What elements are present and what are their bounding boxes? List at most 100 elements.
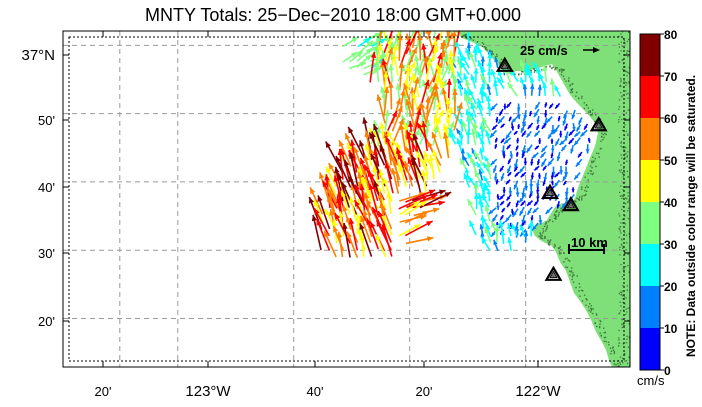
current-vector-head [410, 61, 416, 69]
current-vector-head [544, 113, 548, 118]
current-vector-head [405, 33, 411, 40]
current-vector-head [433, 125, 439, 133]
current-vector-head [528, 220, 535, 227]
current-vector-head [362, 209, 369, 217]
current-vector-head [454, 114, 460, 120]
current-vector-head [403, 83, 409, 90]
current-vector-head [404, 119, 411, 127]
current-vector-head [507, 203, 511, 208]
current-vector-head [527, 124, 532, 129]
current-vector-head [561, 146, 566, 152]
colorbar-swatch [640, 160, 660, 202]
current-vector-head [432, 149, 438, 157]
lat-label: 40' [38, 180, 55, 195]
current-vector-head [541, 147, 546, 153]
current-vector-head [578, 120, 582, 125]
current-vector-head [547, 161, 552, 166]
current-vector-head [380, 50, 387, 57]
current-vector-head [324, 174, 330, 181]
current-vector-head [333, 226, 339, 233]
current-vector-head [529, 184, 534, 189]
current-vector-head [542, 181, 546, 186]
current-vector-head [487, 49, 493, 55]
current-vector-head [379, 122, 386, 129]
current-vector-head [554, 85, 560, 91]
current-vector-head [435, 74, 441, 81]
lon-label: 122°W [515, 383, 561, 400]
current-vector-head [578, 153, 582, 158]
current-vector-head [456, 128, 461, 134]
current-vector-head [442, 132, 449, 139]
current-vector-head [476, 161, 482, 168]
current-vector-head [324, 230, 330, 238]
map-frame [62, 30, 631, 368]
triangle-station-icon [561, 195, 580, 212]
current-vector-head [506, 180, 510, 185]
current-vector-head [414, 31, 420, 34]
current-vector-head [490, 160, 495, 165]
current-vector-head [405, 146, 411, 154]
current-vector-head [536, 183, 540, 188]
current-vector-head [480, 84, 485, 90]
current-vector-head [420, 24, 425, 31]
current-vector-head [432, 207, 440, 213]
current-vector-head [454, 40, 460, 48]
current-vector-head [365, 54, 372, 61]
current-vector-head [416, 108, 422, 116]
current-vector-head [542, 82, 548, 88]
current-vector-head [456, 137, 462, 145]
current-vector-head [485, 224, 491, 231]
current-vector-head [486, 84, 491, 90]
current-vector-head [565, 161, 569, 166]
current-vector-head [327, 195, 333, 203]
current-vector-head [439, 189, 446, 195]
current-vector-head [458, 49, 463, 55]
current-vector-head [390, 24, 395, 31]
current-vector-head [357, 172, 363, 179]
current-vector-head [529, 112, 533, 117]
current-vector-head [519, 224, 525, 231]
current-vector-head [493, 168, 497, 173]
current-vector-head [491, 69, 496, 76]
current-vector-head [446, 78, 452, 85]
current-vector-head [369, 132, 375, 140]
current-vector-head [495, 119, 499, 123]
current-vector-head [549, 78, 556, 85]
current-vector-field [308, 24, 591, 258]
current-vector-head [452, 88, 458, 95]
current-vector-head [550, 140, 554, 144]
current-vector-head [484, 227, 490, 234]
current-vector-head [421, 195, 429, 201]
current-vector-head [489, 132, 495, 138]
current-vector-head [516, 139, 520, 144]
current-vector-head [410, 31, 416, 35]
current-vector-head [370, 221, 376, 229]
current-vector-head [366, 40, 373, 47]
current-vector-head [333, 175, 339, 182]
current-vector-head [338, 211, 344, 218]
current-vector-head [360, 215, 366, 223]
current-vector-head [376, 220, 382, 227]
triangle-station-icon [544, 265, 563, 281]
current-vector-head [342, 223, 348, 230]
current-vector-head [470, 74, 476, 81]
colorbar-unit: cm/s [637, 373, 665, 388]
current-vector-head [336, 156, 342, 163]
current-vector-head [498, 119, 503, 124]
current-vector-head [554, 173, 559, 178]
scale-bar-label: 10 km [571, 235, 608, 250]
current-vector-head [474, 170, 480, 178]
current-vector-head [557, 117, 561, 122]
current-vector-head [362, 117, 368, 124]
current-vector-head [397, 105, 403, 113]
current-vector-head [564, 126, 568, 131]
current-vector-head [485, 130, 491, 137]
current-vector-head [438, 110, 444, 117]
current-vector-head [339, 140, 345, 147]
current-vector-head [406, 133, 412, 140]
colorbar-tick-label: 10 [664, 322, 678, 336]
current-vector-head [482, 193, 488, 201]
current-vector-head [435, 101, 442, 108]
current-vector-head [336, 231, 343, 238]
current-vector-head [319, 172, 325, 179]
